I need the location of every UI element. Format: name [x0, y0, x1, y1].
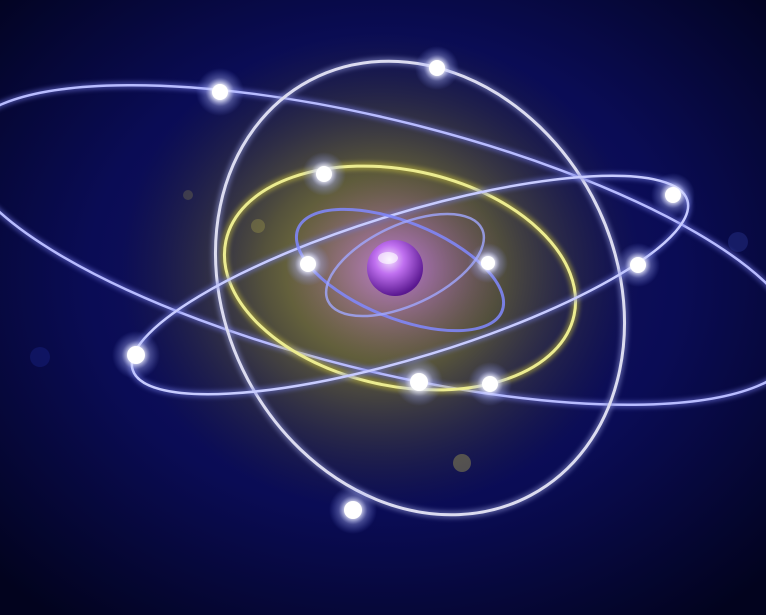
electron: [468, 243, 508, 283]
orbit: [211, 57, 629, 519]
electron: [415, 46, 459, 90]
electron: [112, 331, 160, 379]
electron: [395, 358, 443, 406]
orbit: [294, 207, 506, 333]
electron: [286, 242, 330, 286]
electron: [329, 486, 377, 534]
orbit: [0, 81, 766, 409]
electron: [302, 152, 346, 196]
electron: [196, 68, 244, 116]
electron: [468, 362, 512, 406]
electrons: [112, 46, 695, 534]
electron: [651, 173, 695, 217]
orbit: [220, 162, 580, 394]
nucleus: [367, 240, 423, 296]
lens-flares: [30, 190, 748, 472]
electron: [616, 243, 660, 287]
